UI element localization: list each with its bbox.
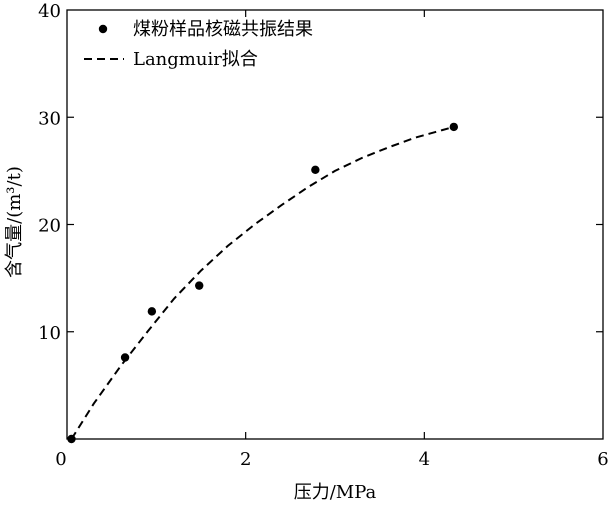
series-layer: [67, 122, 459, 444]
legend-label-scatter: 煤粉样品核磁共振结果: [133, 19, 313, 40]
legend-label-line: Langmuir拟合: [133, 49, 258, 70]
langmuir-fit-line: [70, 125, 455, 440]
nmr-data-point: [67, 434, 76, 444]
plot-frame: [66, 9, 604, 440]
nmr-data-point: [147, 307, 157, 316]
y-tick-label: 10: [38, 323, 61, 344]
legend: 煤粉样品核磁共振结果 Langmuir拟合: [84, 19, 313, 70]
x-tick-label: 6: [597, 449, 608, 470]
origin-tick-label: 0: [55, 449, 66, 470]
legend-marker-scatter: [98, 24, 108, 34]
x-tick-label: 2: [240, 449, 251, 470]
axis-ticks: [67, 10, 603, 439]
nmr-data-point: [195, 281, 204, 290]
nmr-data-point: [120, 353, 130, 362]
y-tick-label: 40: [38, 1, 61, 22]
y-axis-title: 含气量/(m³/t): [4, 166, 25, 278]
nmr-data-point: [311, 165, 320, 175]
nmr-data-point: [449, 122, 459, 132]
axis-tick-labels: 0 2 4 6 10 20 30 40: [38, 1, 608, 470]
y-tick-label: 30: [38, 108, 61, 129]
y-tick-label: 20: [38, 216, 61, 237]
x-tick-label: 4: [419, 449, 430, 470]
x-axis-title: 压力/MPa: [294, 482, 377, 503]
